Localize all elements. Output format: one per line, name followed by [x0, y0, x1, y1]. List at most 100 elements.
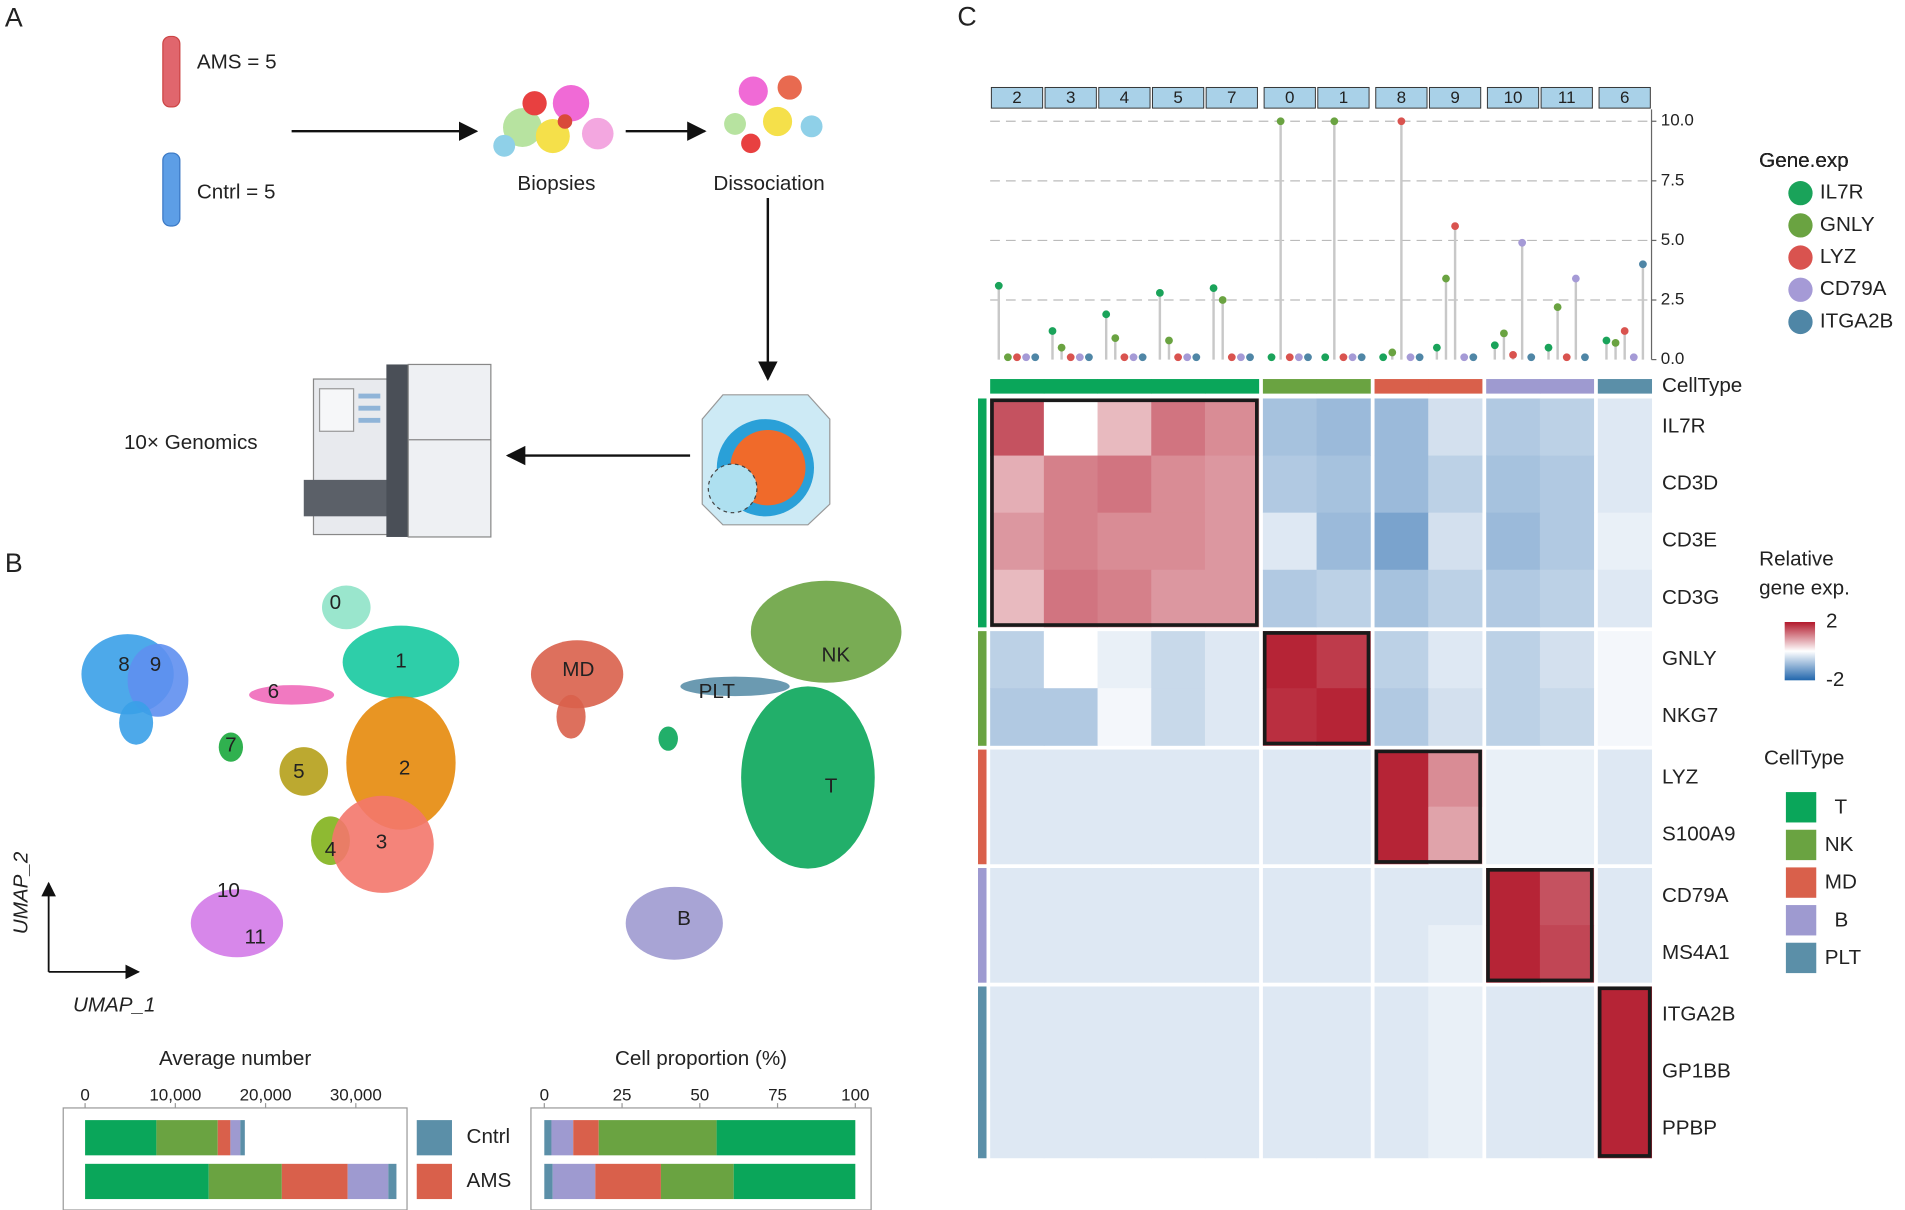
heatmap-cell: [1374, 631, 1429, 689]
legend-label: IL7R: [1820, 181, 1864, 204]
heatmap-cell: [1539, 455, 1595, 514]
bar-segment: [573, 1120, 599, 1156]
bar-segment: [347, 1163, 389, 1200]
row-label: NKG7: [1662, 704, 1718, 727]
heatmap-cell: [1597, 398, 1653, 457]
umap-cluster-blob: [279, 747, 329, 796]
lollipop-dot: [1518, 238, 1527, 247]
heatmap-cell: [1428, 688, 1483, 746]
column-annotation: [1428, 379, 1483, 394]
legend-swatch: [1785, 867, 1817, 898]
lollipop-dot: [1553, 303, 1562, 312]
heatmap-cell: [1262, 688, 1318, 746]
colorbar: [1784, 622, 1816, 681]
legend-label: NK: [1825, 833, 1854, 856]
lollipop-dot: [1276, 117, 1285, 126]
x-tick-label: 100: [841, 1085, 869, 1104]
heatmap-cell: [1486, 1043, 1541, 1102]
heatmap-cell: [1043, 569, 1099, 628]
legend-marker: [1788, 245, 1813, 270]
row-label: S100A9: [1662, 823, 1735, 846]
x-tick-label: 50: [690, 1085, 709, 1104]
workflow-label: AMS = 5: [197, 51, 277, 74]
heatmap-cell: [990, 806, 1045, 865]
lollipop-dot: [1075, 353, 1084, 362]
legend-title: Relative: [1759, 548, 1834, 571]
heatmap-cell: [1597, 569, 1653, 628]
heatmap-cell: [1043, 512, 1099, 571]
lollipop-dot: [1544, 343, 1553, 352]
heatmap-cell: [1043, 1100, 1099, 1159]
lollipop-dot: [1629, 353, 1638, 362]
heatmap-cell: [1262, 868, 1318, 926]
heatmap-cell: [1539, 749, 1595, 808]
block-outline: [990, 398, 1259, 627]
workflow: AMS = 5 Cntrl = 5 Biopsies Dissociation: [124, 35, 831, 538]
lollipop-dot: [1451, 222, 1459, 231]
legend-marker: [1788, 309, 1813, 335]
bar-segment: [240, 1120, 245, 1156]
heatmap-cell: [1204, 631, 1260, 689]
heatmap-cell: [1097, 569, 1152, 628]
heatmap-cell: [1151, 569, 1206, 628]
heatmap-cell: [1043, 868, 1099, 926]
heatmap-cell: [1204, 398, 1260, 457]
x-tick-label: 75: [768, 1085, 787, 1104]
heatmap-cell: [1204, 512, 1260, 571]
lollipop-dot: [1348, 353, 1357, 362]
lollipop-dot: [1562, 353, 1571, 362]
heatmap-cell: [1539, 868, 1595, 926]
legend-label: Cntrl: [467, 1125, 511, 1148]
lollipop-dot: [1304, 353, 1312, 362]
umap-cluster-label: 8: [118, 653, 129, 676]
row-label: GP1BB: [1662, 1060, 1731, 1083]
lollipop-dot: [1285, 353, 1294, 362]
heatmap-cell: [1374, 398, 1429, 457]
heatmap-cell: [1151, 925, 1206, 983]
heatmap-cell: [1151, 868, 1206, 926]
umap-cluster-blob: [741, 686, 875, 869]
cluster-header: [1098, 86, 1151, 109]
lollipop-dot: [1509, 350, 1517, 359]
heatmap-cell: [1597, 631, 1653, 689]
cluster-header-label: 6: [1620, 88, 1629, 107]
legend-title: Gene.exp: [1759, 149, 1849, 172]
umap-cluster-blob: [119, 700, 154, 745]
umap-cluster-blob: [249, 685, 335, 705]
bar-segment: [230, 1120, 241, 1156]
workflow-label: Biopsies: [517, 172, 595, 195]
legend-marker: [1788, 181, 1813, 206]
umap-cluster-blob: [530, 640, 624, 709]
heatmap-cell: [1486, 806, 1541, 865]
lollipop-dot: [1442, 274, 1450, 283]
umap-cluster-blob: [331, 795, 434, 893]
bar-segment: [85, 1120, 157, 1156]
legend-swatch: [1785, 829, 1817, 861]
legend-swatch: [1785, 905, 1817, 936]
heatmap-cell: [1316, 688, 1371, 746]
y-tick-label: 2.5: [1661, 289, 1685, 308]
heatmap-cell: [1597, 512, 1653, 571]
heatmap-cell: [1151, 631, 1206, 689]
heatmap-cell: [1597, 925, 1653, 983]
column-annotation: [1151, 379, 1206, 394]
heatmap-cell: [1486, 569, 1541, 628]
lollipop-dot: [1192, 353, 1201, 362]
row-annotation: [978, 1043, 987, 1102]
block-outline: [1374, 749, 1482, 864]
lollipop-dot: [1330, 117, 1339, 126]
heatmap-cell: [1428, 806, 1483, 865]
cell: [777, 75, 802, 100]
droplet-icon: [701, 394, 831, 526]
lollipop-dot: [1406, 353, 1415, 362]
bar-segment: [595, 1163, 661, 1200]
bar-segment: [598, 1120, 717, 1156]
heatmap-cell: [1374, 569, 1429, 628]
row-annotation: [978, 986, 987, 1045]
heatmap-cell: [1316, 925, 1371, 983]
x-tick-label: 20,000: [240, 1085, 292, 1104]
lollipop-dot: [1048, 327, 1057, 335]
row-label: IL7R: [1662, 414, 1706, 437]
cell: [762, 106, 793, 137]
heatmap-cell: [1428, 868, 1483, 926]
